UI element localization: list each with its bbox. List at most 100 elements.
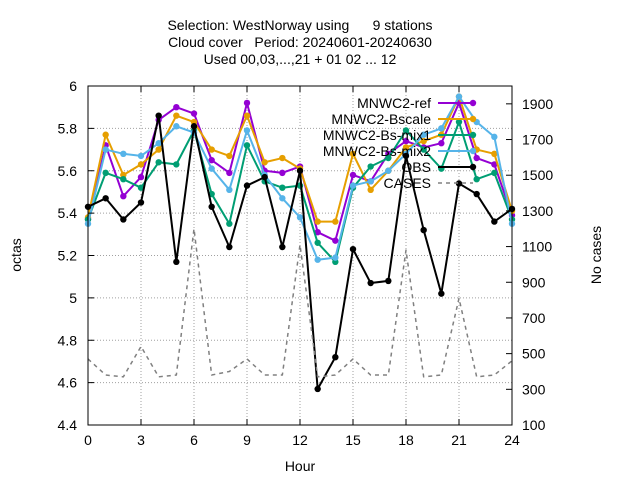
y-tick-label-6: 5.6: [58, 163, 78, 179]
series-1-point-14: [332, 218, 339, 225]
y-tick-label-4: 5.2: [58, 248, 78, 264]
series-2-point-9: [243, 142, 251, 149]
x-tick-label-6: 18: [398, 432, 414, 448]
series-0-point-9: [243, 99, 251, 107]
y2-tick-label-4: 900: [522, 274, 546, 290]
x-tick-label-1: 3: [137, 432, 145, 448]
legend-marker-0: [469, 99, 477, 107]
series-0-point-11: [279, 169, 286, 177]
series-0-point-7: [208, 156, 215, 164]
series-2-point-17: [385, 154, 392, 162]
series-1-point-8: [226, 152, 233, 160]
series-1-point-3: [137, 161, 145, 168]
series-4-point-6: [190, 123, 198, 130]
series-2-point-3: [137, 184, 145, 191]
series-2-point-21: [455, 118, 463, 126]
x-tick-label-0: 0: [84, 432, 92, 448]
series-4-point-22: [473, 190, 480, 198]
series-3-point-9: [243, 127, 251, 134]
title-line-2: Cloud cover Period: 20240601-20240630: [168, 34, 432, 50]
title-line-3: Used 00,03,...,21 + 01 02 ... 12: [204, 51, 397, 67]
series-2-point-5: [173, 161, 180, 168]
series-4-point-10: [261, 173, 268, 181]
series-3-point-5: [173, 123, 180, 130]
x-tick-label-7: 21: [451, 432, 467, 448]
x-tick-label-5: 15: [345, 432, 361, 448]
series-2-point-2: [120, 176, 127, 183]
y-tick-label-1: 4.6: [58, 375, 78, 391]
series-3-point-11: [279, 195, 286, 202]
series-1-point-11: [279, 154, 286, 162]
series-4: [84, 112, 516, 393]
series-0-point-15: [349, 171, 357, 179]
legend-marker-1: [469, 115, 477, 123]
y2-tick-label-9: 1900: [522, 96, 553, 112]
series-2-point-22: [473, 176, 480, 183]
legend-item-0: MNWC2-ref: [357, 95, 477, 111]
series-4-point-17: [385, 277, 392, 285]
series-0-point-6: [190, 110, 198, 117]
series-4-point-4: [155, 112, 162, 119]
y2-tick-label-0: 100: [522, 417, 546, 433]
series-3-point-23: [491, 133, 498, 141]
y-tick-label-8: 6: [69, 78, 77, 94]
legend-item-4: OBS: [401, 159, 477, 175]
legend-marker-2: [469, 131, 477, 139]
chart-title: Selection: WestNorway using 9 stations C…: [167, 17, 432, 67]
series-4-point-2: [120, 216, 127, 223]
series-3-point-4: [155, 140, 162, 147]
series-2-point-13: [314, 239, 321, 246]
series-1-point-1: [102, 131, 109, 138]
series-4-point-23: [491, 218, 498, 225]
series-1-point-9: [243, 112, 251, 119]
series-3-point-17: [385, 167, 392, 174]
y2-tick-label-1: 300: [522, 381, 546, 397]
legend-item-1: MNWC2-Bscale: [331, 111, 477, 127]
series-1-point-10: [261, 159, 268, 166]
series-4-point-8: [226, 243, 233, 251]
x-tick-label-3: 9: [243, 432, 251, 448]
series-4-point-15: [349, 245, 357, 253]
legend-item-3: MNWC2-Bs-mix2: [323, 143, 477, 159]
series-3-point-20: [438, 125, 445, 132]
y2-tick-label-8: 1700: [522, 132, 553, 148]
series-1-point-13: [314, 218, 321, 225]
series-2-point-8: [226, 220, 233, 227]
series-4-point-21: [455, 180, 463, 187]
series-2-point-11: [279, 184, 286, 191]
series-4-point-11: [279, 243, 286, 251]
series-3-point-1: [102, 146, 109, 153]
y-tick-label-0: 4.4: [58, 417, 78, 433]
series-4-point-12: [296, 167, 304, 174]
series-4-point-13: [314, 385, 321, 393]
x-tick-label-8: 24: [504, 432, 520, 448]
series-3-point-14: [332, 254, 339, 261]
series-3-point-15: [349, 182, 357, 189]
series-0-point-23: [491, 161, 498, 168]
series-4-point-9: [243, 182, 251, 189]
series-4-point-14: [332, 354, 339, 361]
series-0-point-20: [438, 140, 445, 147]
series-1-point-18: [402, 144, 410, 151]
series-3-point-2: [120, 150, 127, 157]
series-0-point-2: [120, 192, 127, 200]
series-1-point-19: [420, 137, 427, 145]
title-line-1: Selection: WestNorway using 9 stations: [167, 17, 432, 33]
series-0-point-22: [473, 154, 480, 162]
series-2-point-16: [367, 163, 374, 170]
series-2-point-18: [402, 127, 410, 134]
series-1-point-4: [155, 146, 162, 153]
series-0-point-14: [332, 237, 339, 244]
series-3-point-13: [314, 256, 321, 263]
series-0-point-5: [173, 103, 180, 111]
legend-label-2: MNWC2-Bs-mix1: [323, 127, 431, 143]
series-4-point-18: [402, 152, 410, 160]
series-4-point-3: [137, 199, 145, 206]
series-3-point-21: [455, 93, 463, 100]
series-2: [84, 118, 516, 266]
series-1-point-16: [367, 186, 374, 194]
y2-tick-label-7: 1500: [522, 167, 553, 183]
legend-label-5: CASES: [384, 175, 431, 191]
series-2-point-23: [491, 169, 498, 177]
